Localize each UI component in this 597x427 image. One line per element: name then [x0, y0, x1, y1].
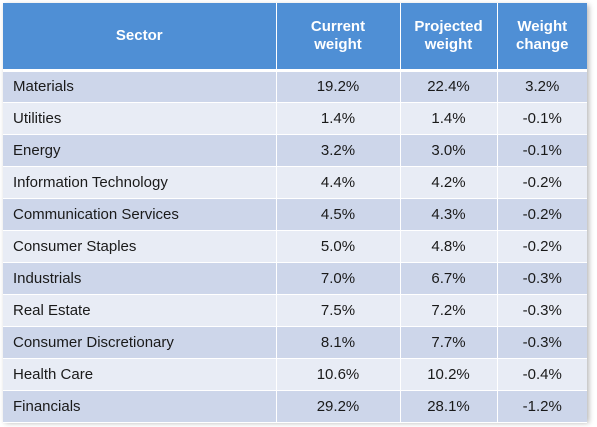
- projected-weight-cell: 3.0%: [400, 134, 498, 167]
- table-row: Real Estate 7.5% 7.2% -0.3%: [3, 294, 587, 327]
- projected-weight-cell: 4.8%: [400, 230, 498, 263]
- header-projected-line2: weight: [424, 35, 473, 53]
- current-weight-cell: 3.2%: [276, 134, 401, 167]
- weight-change-cell: -0.1%: [497, 134, 587, 167]
- sector-cell: Utilities: [3, 102, 277, 135]
- weight-change-cell: -0.3%: [497, 262, 587, 295]
- projected-weight-cell: 28.1%: [400, 390, 498, 423]
- table-row: Health Care 10.6% 10.2% -0.4%: [3, 358, 587, 391]
- table-row: Energy 3.2% 3.0% -0.1%: [3, 134, 587, 167]
- sector-cell: Communication Services: [3, 198, 277, 231]
- weight-change-cell: -0.3%: [497, 326, 587, 359]
- sector-cell: Materials: [3, 70, 277, 103]
- projected-weight-cell: 22.4%: [400, 70, 498, 103]
- current-weight-cell: 4.5%: [276, 198, 401, 231]
- weight-change-cell: -0.1%: [497, 102, 587, 135]
- current-weight-cell: 5.0%: [276, 230, 401, 263]
- current-weight-cell: 4.4%: [276, 166, 401, 199]
- table-row: Industrials 7.0% 6.7% -0.3%: [3, 262, 587, 295]
- table-row: Information Technology 4.4% 4.2% -0.2%: [3, 166, 587, 199]
- current-weight-cell: 1.4%: [276, 102, 401, 135]
- projected-weight-cell: 4.2%: [400, 166, 498, 199]
- sector-weights-table: Sector Current weight Projected weight Wei…: [3, 3, 587, 423]
- weight-change-cell: -0.2%: [497, 198, 587, 231]
- weight-change-cell: -1.2%: [497, 390, 587, 423]
- table-row: Consumer Discretionary 8.1% 7.7% -0.3%: [3, 326, 587, 359]
- sector-weights-table-container: Sector Current weight Projected weight Wei…: [3, 3, 587, 423]
- sector-cell: Energy: [3, 134, 277, 167]
- sector-cell: Industrials: [3, 262, 277, 295]
- sector-cell: Health Care: [3, 358, 277, 391]
- weight-change-cell: -0.4%: [497, 358, 587, 391]
- header-current-weight: Current weight: [276, 3, 401, 72]
- header-sector: Sector: [3, 3, 277, 72]
- sector-cell: Real Estate: [3, 294, 277, 327]
- projected-weight-cell: 1.4%: [400, 102, 498, 135]
- header-current-line2: weight: [314, 35, 362, 53]
- header-projected-line1: Projected: [414, 17, 483, 35]
- table-header: Sector Current weight Projected weight Wei…: [3, 3, 587, 72]
- sector-cell: Information Technology: [3, 166, 277, 199]
- header-change-line2: change: [515, 35, 569, 53]
- current-weight-cell: 7.0%: [276, 262, 401, 295]
- weight-change-cell: -0.3%: [497, 294, 587, 327]
- sector-cell: Consumer Staples: [3, 230, 277, 263]
- sector-cell: Financials: [3, 390, 277, 423]
- sector-cell: Consumer Discretionary: [3, 326, 277, 359]
- header-projected-weight: Projected weight: [400, 3, 498, 72]
- table-row: Communication Services 4.5% 4.3% -0.2%: [3, 198, 587, 231]
- table-row: Materials 19.2% 22.4% 3.2%: [3, 70, 587, 103]
- current-weight-cell: 19.2%: [276, 70, 401, 103]
- header-row: Sector Current weight Projected weight Wei…: [3, 3, 587, 72]
- header-sector-label: Sector: [115, 26, 163, 44]
- table-row: Consumer Staples 5.0% 4.8% -0.2%: [3, 230, 587, 263]
- weight-change-cell: -0.2%: [497, 230, 587, 263]
- projected-weight-cell: 10.2%: [400, 358, 498, 391]
- table-row: Financials 29.2% 28.1% -1.2%: [3, 390, 587, 423]
- table-row: Utilities 1.4% 1.4% -0.1%: [3, 102, 587, 135]
- projected-weight-cell: 7.7%: [400, 326, 498, 359]
- current-weight-cell: 7.5%: [276, 294, 401, 327]
- header-change-line1: Weight: [517, 17, 568, 35]
- projected-weight-cell: 6.7%: [400, 262, 498, 295]
- current-weight-cell: 8.1%: [276, 326, 401, 359]
- header-current-line1: Current: [310, 17, 366, 35]
- table-body: Materials 19.2% 22.4% 3.2% Utilities 1.4…: [3, 70, 587, 423]
- header-weight-change: Weight change: [497, 3, 587, 72]
- projected-weight-cell: 7.2%: [400, 294, 498, 327]
- current-weight-cell: 10.6%: [276, 358, 401, 391]
- weight-change-cell: -0.2%: [497, 166, 587, 199]
- projected-weight-cell: 4.3%: [400, 198, 498, 231]
- weight-change-cell: 3.2%: [497, 70, 587, 103]
- current-weight-cell: 29.2%: [276, 390, 401, 423]
